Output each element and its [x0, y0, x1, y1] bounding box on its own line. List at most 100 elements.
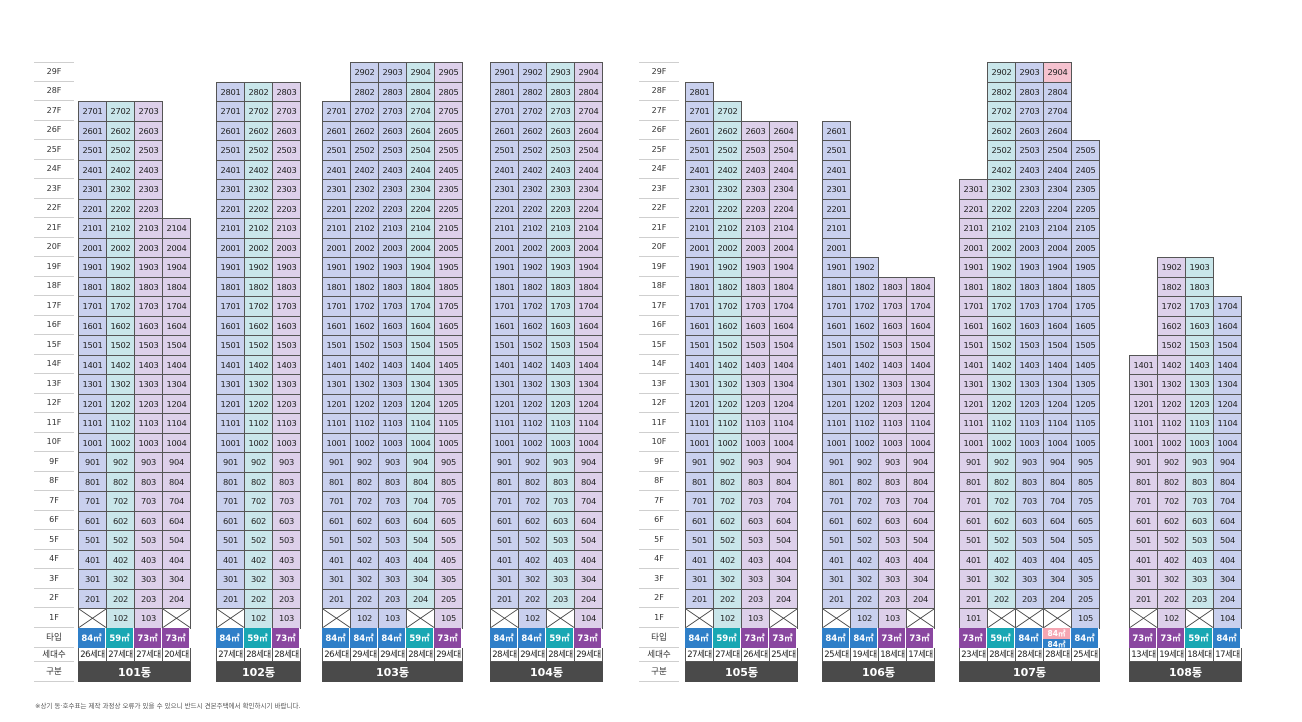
unit-cell[interactable]: 401	[216, 549, 245, 570]
unit-cell[interactable]: 702	[850, 491, 879, 512]
unit-cell[interactable]: 203	[741, 588, 770, 609]
unit-cell[interactable]: 1004	[1213, 432, 1242, 453]
unit-cell[interactable]: 205	[1071, 588, 1100, 609]
unit-cell[interactable]: 1704	[574, 296, 603, 317]
unit-cell[interactable]: 1701	[490, 296, 519, 317]
unit-cell[interactable]: 305	[434, 569, 463, 590]
unit-cell[interactable]: 1204	[574, 393, 603, 414]
unit-cell[interactable]: 1802	[106, 276, 135, 297]
unit-cell[interactable]: 1103	[546, 413, 575, 434]
unit-cell[interactable]: 301	[78, 569, 107, 590]
unit-cell[interactable]: 802	[518, 471, 547, 492]
unit-cell[interactable]: 702	[713, 491, 742, 512]
unit-cell[interactable]: 1903	[741, 257, 770, 278]
unit-cell[interactable]: 1501	[78, 335, 107, 356]
unit-cell[interactable]: 902	[244, 452, 273, 473]
unit-cell[interactable]: 2502	[350, 140, 379, 161]
unit-cell[interactable]: 2004	[574, 237, 603, 258]
unit-cell[interactable]: 803	[134, 471, 163, 492]
unit-cell[interactable]: 1801	[685, 276, 714, 297]
unit-cell[interactable]: 2701	[216, 101, 245, 122]
unit-cell[interactable]: 302	[987, 569, 1016, 590]
unit-cell[interactable]: 2501	[322, 140, 351, 161]
unit-cell[interactable]: 1102	[244, 413, 273, 434]
unit-cell[interactable]: 1604	[574, 315, 603, 336]
unit-cell[interactable]: 2001	[322, 237, 351, 258]
unit-cell[interactable]: 2802	[518, 81, 547, 102]
unit-cell[interactable]: 1702	[350, 296, 379, 317]
unit-cell[interactable]: 804	[1043, 471, 1072, 492]
unit-cell[interactable]: 805	[434, 471, 463, 492]
unit-cell[interactable]: 1303	[741, 374, 770, 395]
unit-cell[interactable]: 1001	[78, 432, 107, 453]
unit-cell[interactable]: 301	[822, 569, 851, 590]
unit-cell[interactable]: 1404	[906, 354, 935, 375]
unit-cell[interactable]: 1603	[272, 315, 301, 336]
unit-cell[interactable]: 503	[878, 530, 907, 551]
unit-cell[interactable]: 804	[769, 471, 798, 492]
unit-cell[interactable]: 1205	[1071, 393, 1100, 414]
unit-cell[interactable]: 601	[1129, 510, 1158, 531]
unit-cell[interactable]: 103	[741, 608, 770, 629]
unit-cell[interactable]: 1201	[216, 393, 245, 414]
unit-cell[interactable]: 1104	[1213, 413, 1242, 434]
unit-cell[interactable]: 404	[162, 549, 191, 570]
unit-cell[interactable]: 1704	[906, 296, 935, 317]
unit-cell[interactable]: 102	[518, 608, 547, 629]
unit-cell[interactable]: 1502	[106, 335, 135, 356]
unit-cell[interactable]: 302	[106, 569, 135, 590]
unit-cell[interactable]: 1805	[434, 276, 463, 297]
unit-cell[interactable]: 2301	[822, 179, 851, 200]
unit-cell[interactable]: 2603	[741, 120, 770, 141]
unit-cell[interactable]: 2902	[987, 62, 1016, 83]
unit-cell[interactable]: 201	[216, 588, 245, 609]
unit-cell[interactable]: 302	[518, 569, 547, 590]
unit-cell[interactable]: 1504	[406, 335, 435, 356]
unit-cell[interactable]: 103	[378, 608, 407, 629]
unit-cell[interactable]: 1304	[406, 374, 435, 395]
unit-cell[interactable]: 1204	[406, 393, 435, 414]
unit-cell[interactable]: 402	[244, 549, 273, 570]
unit-cell[interactable]: 2804	[406, 81, 435, 102]
unit-cell[interactable]: 2002	[106, 237, 135, 258]
unit-cell[interactable]: 2602	[106, 120, 135, 141]
unit-cell[interactable]: 2703	[378, 101, 407, 122]
unit-cell[interactable]: 1005	[434, 432, 463, 453]
unit-cell[interactable]: 1602	[518, 315, 547, 336]
unit-cell[interactable]: 2805	[434, 81, 463, 102]
unit-cell[interactable]: 2603	[1015, 120, 1044, 141]
unit-cell[interactable]: 1503	[1185, 335, 1214, 356]
unit-cell[interactable]: 902	[987, 452, 1016, 473]
unit-cell[interactable]: 301	[685, 569, 714, 590]
unit-cell[interactable]: 1603	[546, 315, 575, 336]
unit-cell[interactable]: 1903	[134, 257, 163, 278]
unit-cell[interactable]: 701	[490, 491, 519, 512]
unit-cell[interactable]: 1203	[878, 393, 907, 414]
unit-cell[interactable]: 1004	[1043, 432, 1072, 453]
unit-cell[interactable]: 2203	[272, 198, 301, 219]
unit-cell[interactable]: 2301	[216, 179, 245, 200]
unit-cell[interactable]: 1203	[1015, 393, 1044, 414]
unit-cell[interactable]: 203	[272, 588, 301, 609]
unit-cell[interactable]: 2203	[1015, 198, 1044, 219]
unit-cell[interactable]: 703	[134, 491, 163, 512]
unit-cell[interactable]: 1102	[1157, 413, 1186, 434]
unit-cell[interactable]: 1802	[1157, 276, 1186, 297]
unit-cell[interactable]: 2103	[134, 218, 163, 239]
unit-cell[interactable]: 1603	[134, 315, 163, 336]
unit-cell[interactable]: 2004	[406, 237, 435, 258]
unit-cell[interactable]: 1204	[906, 393, 935, 414]
unit-cell[interactable]: 1303	[1185, 374, 1214, 395]
unit-cell[interactable]: 2605	[434, 120, 463, 141]
unit-cell[interactable]: 801	[322, 471, 351, 492]
unit-cell[interactable]: 1503	[878, 335, 907, 356]
unit-cell[interactable]: 2004	[769, 237, 798, 258]
unit-cell[interactable]: 2103	[546, 218, 575, 239]
unit-cell[interactable]: 1003	[378, 432, 407, 453]
unit-cell[interactable]: 2002	[518, 237, 547, 258]
unit-cell[interactable]: 1602	[713, 315, 742, 336]
unit-cell[interactable]: 2401	[78, 159, 107, 180]
unit-cell[interactable]: 203	[134, 588, 163, 609]
unit-cell[interactable]: 1901	[322, 257, 351, 278]
unit-cell[interactable]: 202	[713, 588, 742, 609]
